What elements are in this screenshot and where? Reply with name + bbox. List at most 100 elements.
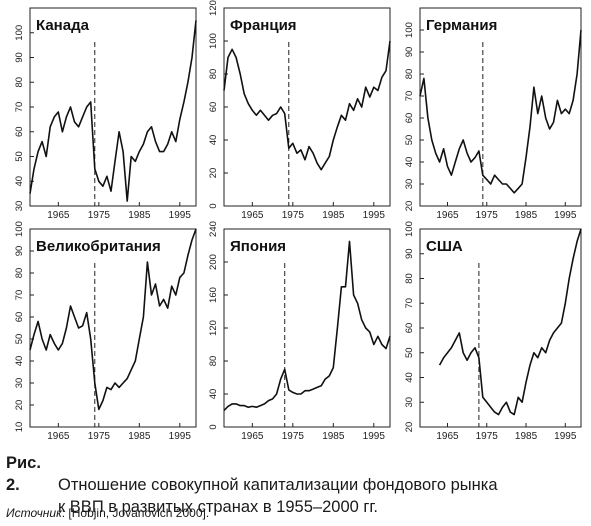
y-tick-label: 40 xyxy=(404,157,415,168)
y-tick-label: 60 xyxy=(208,102,219,113)
y-tick-label: 70 xyxy=(404,298,415,309)
chart-япония: 0 40 80 120 160 200 240 1965 1975 1985 1995 Япония xyxy=(208,221,391,440)
x-tick-label: 1975 xyxy=(282,431,305,440)
y-tick-label: 40 xyxy=(14,176,25,187)
y-tick-label: 70 xyxy=(404,91,415,102)
x-tick-label: 1965 xyxy=(241,210,264,221)
y-tick-label: 50 xyxy=(404,135,415,146)
x-tick-label: 1985 xyxy=(322,431,345,440)
x-tick-label: 1995 xyxy=(169,431,192,440)
y-tick-label: 70 xyxy=(14,290,25,301)
panel-title: США xyxy=(426,238,463,255)
y-tick-label: 40 xyxy=(404,372,415,383)
panel-title: Германия xyxy=(426,17,497,34)
source-text: : [Hobjin, Jovanovich 2000]. xyxy=(61,506,210,520)
y-tick-label: 40 xyxy=(208,135,219,146)
figure-caption: Рис. 2. Отношение совокупной капитализаци… xyxy=(6,452,586,518)
y-tick-label: 50 xyxy=(14,151,25,162)
y-tick-label: 70 xyxy=(14,102,25,113)
y-tick-label: 30 xyxy=(14,378,25,389)
x-tick-label: 1995 xyxy=(363,431,386,440)
series-line xyxy=(438,228,582,416)
y-tick-label: 100 xyxy=(14,221,25,237)
plot-frame xyxy=(223,7,391,207)
x-tick-label: 1965 xyxy=(436,210,459,221)
y-tick-label: 100 xyxy=(404,221,415,237)
y-tick-label: 120 xyxy=(208,0,219,16)
y-tick-label: 100 xyxy=(14,25,25,41)
y-tick-label: 20 xyxy=(404,422,415,433)
chart-германия: 20 30 40 50 60 70 80 90 100 1965 1975 1985 1995 Герма… xyxy=(404,7,582,221)
y-tick-label: 10 xyxy=(14,422,25,433)
y-tick-label: 80 xyxy=(208,69,219,80)
y-tick-label: 90 xyxy=(404,47,415,58)
plot-frame xyxy=(29,228,197,428)
series-line xyxy=(29,228,197,411)
y-tick-label: 0 xyxy=(208,203,219,208)
panel-title: Великобритания xyxy=(36,238,161,255)
chart-великобритания: 10 20 30 40 50 60 70 80 90 100 1965 1975 1985 1995 Вел… xyxy=(14,221,197,440)
y-tick-label: 30 xyxy=(404,179,415,190)
series-line xyxy=(223,40,391,171)
y-tick-label: 0 xyxy=(208,424,219,429)
x-tick-label: 1985 xyxy=(515,210,538,221)
x-tick-label: 1965 xyxy=(241,431,264,440)
source-prefix: Источник xyxy=(6,506,62,520)
panel-title: Франция xyxy=(230,17,297,34)
x-tick-label: 1985 xyxy=(515,431,538,440)
x-tick-label: 1975 xyxy=(88,210,111,221)
y-tick-label: 80 xyxy=(404,69,415,80)
figure-label: Рис. 2. xyxy=(6,454,41,494)
panel-title: Канада xyxy=(36,17,90,34)
y-tick-label: 30 xyxy=(14,201,25,212)
y-tick-label: 20 xyxy=(14,400,25,411)
series-line xyxy=(223,240,391,412)
y-tick-label: 90 xyxy=(14,52,25,63)
y-tick-label: 60 xyxy=(14,312,25,323)
y-tick-label: 120 xyxy=(208,320,219,336)
y-tick-label: 50 xyxy=(14,334,25,345)
y-tick-label: 50 xyxy=(404,347,415,358)
y-tick-label: 90 xyxy=(404,248,415,259)
x-tick-label: 1965 xyxy=(436,431,459,440)
chart-франция: 0 20 40 60 80 100 120 1965 1975 1985 1995 Франция xyxy=(208,0,391,221)
x-tick-label: 1965 xyxy=(47,431,70,440)
y-tick-label: 160 xyxy=(208,287,219,303)
x-tick-label: 1985 xyxy=(128,210,151,221)
y-tick-label: 80 xyxy=(208,356,219,367)
x-tick-label: 1985 xyxy=(322,210,345,221)
caption-line-1: Отношение совокупной капитализации фондо… xyxy=(58,476,498,494)
chart-сша: 20 30 40 50 60 70 80 90 100 1965 1975 1985 1995 США xyxy=(404,221,582,440)
plot-frame xyxy=(419,7,582,207)
y-tick-label: 80 xyxy=(14,77,25,88)
y-tick-label: 30 xyxy=(404,397,415,408)
y-tick-label: 40 xyxy=(14,356,25,367)
y-tick-label: 100 xyxy=(208,33,219,49)
y-tick-label: 200 xyxy=(208,254,219,270)
y-tick-label: 90 xyxy=(14,246,25,257)
x-tick-label: 1995 xyxy=(363,210,386,221)
x-tick-label: 1975 xyxy=(282,210,305,221)
y-tick-label: 80 xyxy=(404,273,415,284)
y-tick-label: 60 xyxy=(404,323,415,334)
figure-source: Источник: [Hobjin, Jovanovich 2000]. xyxy=(6,506,209,520)
x-tick-label: 1995 xyxy=(169,210,192,221)
x-tick-label: 1975 xyxy=(476,431,499,440)
y-tick-label: 20 xyxy=(404,201,415,212)
y-tick-label: 40 xyxy=(208,389,219,400)
caption-line-2: к ВВП в развитых странах в 1955–2000 гг. xyxy=(58,498,378,516)
chart-канада: 30 40 50 60 70 80 90 100 1965 1975 1985 1995 Канада xyxy=(14,7,197,221)
x-tick-label: 1985 xyxy=(128,431,151,440)
y-tick-label: 60 xyxy=(404,113,415,124)
y-tick-label: 100 xyxy=(404,22,415,38)
x-tick-label: 1975 xyxy=(88,431,111,440)
y-tick-label: 80 xyxy=(14,268,25,279)
y-tick-label: 60 xyxy=(14,126,25,137)
y-tick-label: 20 xyxy=(208,168,219,179)
series-line xyxy=(419,29,582,194)
panel-title: Япония xyxy=(230,238,286,255)
x-tick-label: 1995 xyxy=(554,210,577,221)
series-line xyxy=(29,20,197,202)
x-tick-label: 1965 xyxy=(47,210,70,221)
